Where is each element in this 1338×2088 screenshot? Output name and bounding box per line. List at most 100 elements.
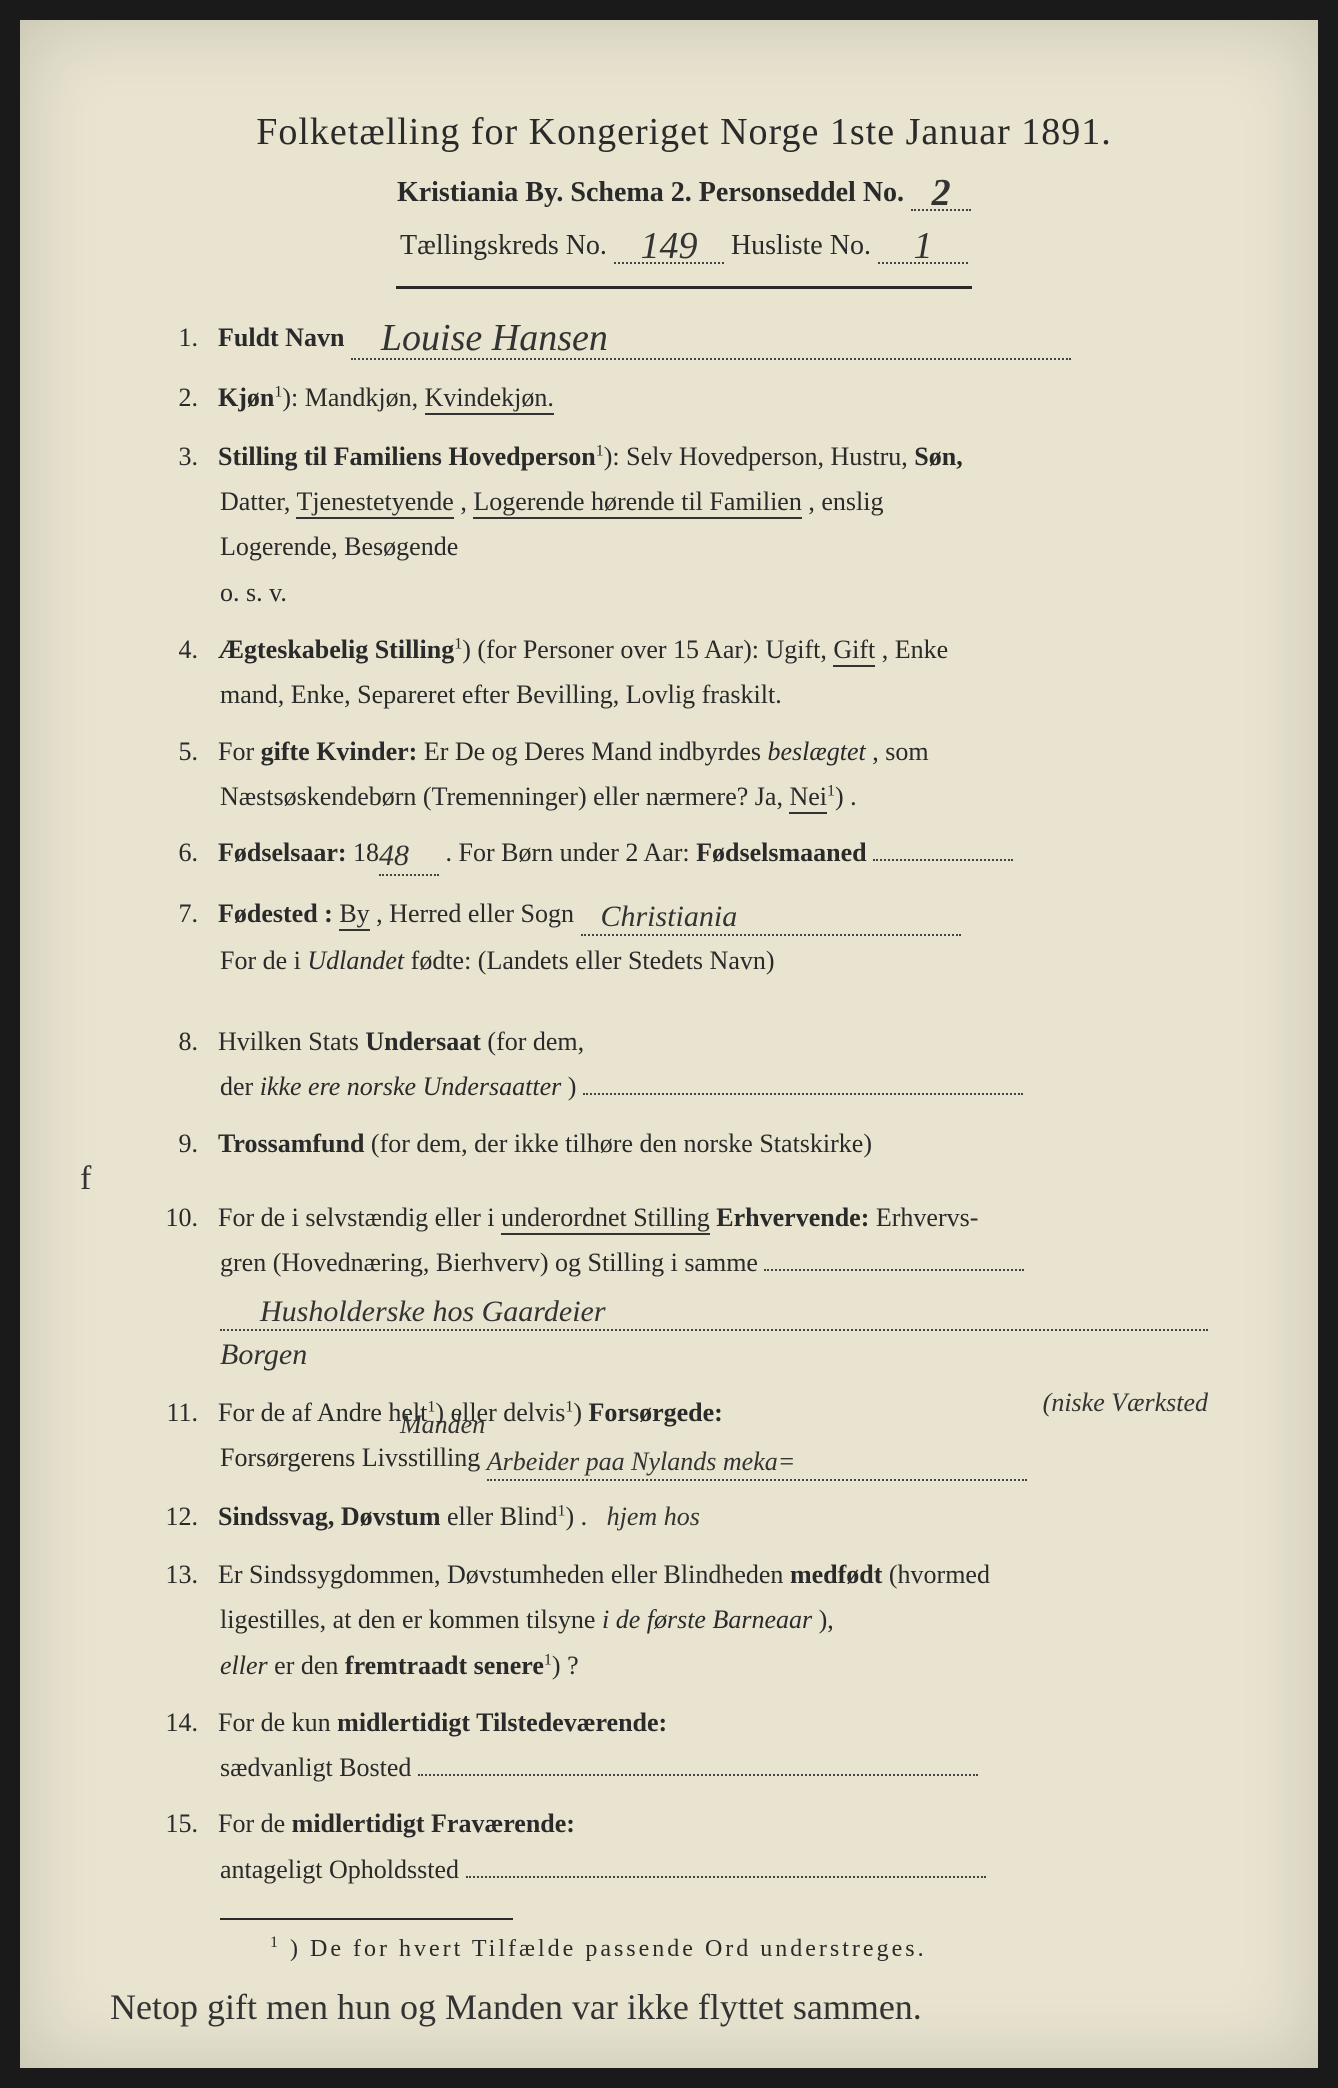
q3-line2: Datter, Tjenestetyende , Logerende høren… [220, 481, 1208, 523]
q10-rest: Erhvervs- [876, 1203, 979, 1232]
q3-label: Stilling til Familiens Hovedperson [218, 442, 596, 471]
q5-lb: gifte Kvinder: [261, 737, 418, 766]
q4: 4. Ægteskabelig Stilling1) (for Personer… [160, 630, 1208, 670]
q-number: 13. [160, 1555, 210, 1595]
q8-l2c: ) [568, 1072, 577, 1101]
husliste-no: 1 [913, 229, 932, 263]
q4-label: Ægteskabelig Stilling [218, 635, 454, 664]
third-title: Tællingskreds No. 149 Husliste No. 1 [160, 225, 1208, 264]
q12-hw: hjem hos [607, 1505, 700, 1528]
q11-label: Forsørgede: [589, 1398, 723, 1427]
q14: 14. For de kun midlertidigt Tilstedevære… [160, 1703, 1208, 1743]
q13-line3: eller er den fremtraadt senere1) ? [220, 1645, 1208, 1687]
q4-text: (for Personer over 15 Aar): Ugift, [477, 635, 833, 664]
q13-l2c: ), [819, 1605, 834, 1634]
q12-end: . [581, 1502, 588, 1531]
q15-line2: antageligt Opholdssted [220, 1849, 1208, 1891]
q6-year: 48 [379, 842, 409, 869]
q-number: 2. [160, 378, 210, 418]
q13-l3b: er den [274, 1651, 345, 1680]
kreds-no: 149 [640, 229, 697, 263]
q5-t1: Er De og Deres Mand indbyrdes [424, 737, 768, 766]
q5-l2b: . [850, 782, 857, 811]
q8-ta: Hvilken Stats [218, 1027, 365, 1056]
q13-l3d: ? [567, 1651, 579, 1680]
q5-nei: Nei [789, 782, 827, 814]
q10-hw2: Borgen [220, 1341, 307, 1368]
q3-l2e: , enslig [808, 487, 883, 516]
q11-paren-hw: (niske Værksted [1043, 1391, 1208, 1414]
q-number: 4. [160, 630, 210, 670]
q10-ta: For de i selvstændig eller i [218, 1203, 501, 1232]
footnote: 1 ) De for hvert Tilfælde passende Ord u… [270, 1934, 1208, 1963]
q8: 8. Hvilken Stats Undersaat (for dem, [160, 1022, 1208, 1062]
q8-tb: (for dem, [487, 1027, 584, 1056]
q5-la: For [218, 737, 261, 766]
q-number: 8. [160, 1022, 210, 1062]
q7: 7. Fødested : By , Herred eller Sogn Chr… [160, 894, 1208, 936]
footnote-divider [220, 1918, 513, 1920]
husliste-label: Husliste No. [731, 230, 871, 261]
q11: 11. For de af Andre helt1) eller delvis1… [160, 1393, 1208, 1433]
census-form-page: Folketælling for Kongeriget Norge 1ste J… [20, 20, 1318, 2068]
q6-label: Fødselsaar: [218, 838, 347, 867]
q7-l2c: fødte: (Landets eller Stedets Navn) [411, 946, 775, 975]
q-number: 7. [160, 894, 210, 934]
q2: 2. Kjøn1): Mandkjøn, Kvindekjøn. [160, 378, 1208, 418]
q7-l2b: Udlandet [307, 946, 404, 975]
q12-text: eller Blind [447, 1502, 557, 1531]
q3-l2d: Logerende hørende til Familien [473, 487, 802, 519]
q15-ta: For de [218, 1809, 292, 1838]
q4-line2: mand, Enke, Separeret efter Bevilling, L… [220, 674, 1208, 716]
q5: 5. For gifte Kvinder: Er De og Deres Man… [160, 732, 1208, 772]
q15: 15. For de midlertidigt Fraværende: [160, 1804, 1208, 1844]
q1: 1. Fuldt Navn Louise Hansen [160, 317, 1208, 360]
q6: 6. Fødselsaar: 1848 . For Børn under 2 A… [160, 833, 1208, 875]
q2-opt1: Mandkjøn, [305, 383, 418, 412]
q9: 9. Trossamfund (for dem, der ikke tilhør… [160, 1124, 1208, 1164]
q3-l2c: , [460, 487, 473, 516]
q13-ta: Er Sindssygdommen, Døvstumheden eller Bl… [218, 1560, 790, 1589]
divider [396, 286, 972, 289]
q13-l3a: eller [220, 1651, 268, 1680]
q3: 3. Stilling til Familiens Hovedperson1):… [160, 437, 1208, 477]
q-number: 9. [160, 1124, 210, 1164]
kreds-label: Tællingskreds No. [400, 230, 607, 261]
q14-line2: sædvanligt Bosted [220, 1747, 1208, 1789]
q14-label: midlertidigt Tilstedeværende: [337, 1708, 667, 1737]
footnote-text: ) De for hvert Tilfælde passende Ord und… [290, 1936, 927, 1962]
q3-line4: o. s. v. [220, 572, 1208, 614]
q5-t2: , som [872, 737, 928, 766]
q9-label: Trossamfund [218, 1129, 364, 1158]
q8-label: Undersaat [365, 1027, 481, 1056]
q11-hw: Arbeider paa Nylands meka= [487, 1450, 796, 1473]
q6-mid: . For Børn under 2 Aar: [446, 838, 697, 867]
margin-note: f [80, 1160, 91, 1198]
q4-rest: , Enke [882, 635, 948, 664]
q8-l2a: der [220, 1072, 260, 1101]
q13-l3c: fremtraadt senere [345, 1651, 544, 1680]
q1-label: Fuldt Navn [218, 323, 344, 352]
q-number: 3. [160, 437, 210, 477]
q13-label: medfødt [790, 1560, 882, 1589]
q8-l2b: ikke ere norske Undersaatter [260, 1072, 562, 1101]
q12: 12. Sindssvag, Døvstum eller Blind1) . h… [160, 1497, 1208, 1537]
personseddel-no: 2 [932, 176, 951, 210]
q7-l2a: For de i [220, 946, 307, 975]
q2-label: Kjøn [218, 383, 274, 412]
sub-title-text: Kristiania By. Schema 2. Personseddel No… [397, 177, 904, 208]
footnote-sup: 1 [270, 1934, 281, 1951]
q10-hw1: Husholderske hos Gaardeier [260, 1298, 606, 1325]
q13-l2b: i de første Barneaar [602, 1605, 812, 1634]
q3-line3: Logerende, Besøgende [220, 526, 1208, 568]
q10-under: underordnet Stilling [501, 1203, 710, 1235]
q11-hw-over: Manden [400, 1413, 485, 1436]
q13-l2a: ligestilles, at den er kommen tilsyne [220, 1605, 602, 1634]
q5-l2a: Næstsøskendebørn (Tremenninger) eller næ… [220, 782, 789, 811]
q-number: 10. [160, 1198, 210, 1238]
q14-l2: sædvanligt Bosted [220, 1753, 411, 1782]
q10-hw-line2: Borgen [220, 1335, 1208, 1377]
q10-hw-line1: Husholderske hos Gaardeier [220, 1288, 1208, 1332]
q1-name-value: Louise Hansen [381, 321, 608, 355]
q13-tb: (hvormed [889, 1560, 990, 1589]
